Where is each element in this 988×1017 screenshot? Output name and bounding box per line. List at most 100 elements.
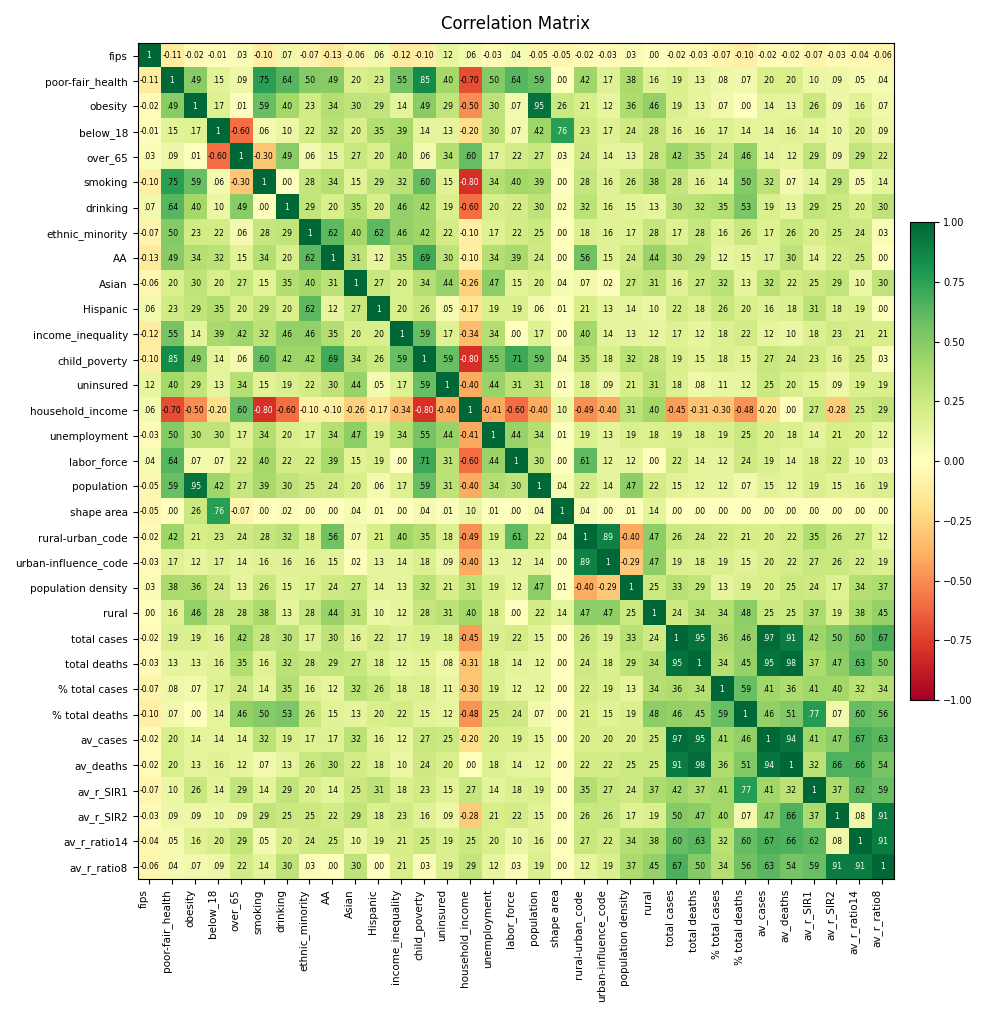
Text: .31: .31 (647, 380, 659, 390)
Text: .18: .18 (693, 431, 704, 440)
Text: .12: .12 (372, 254, 384, 262)
Text: .25: .25 (784, 609, 796, 617)
Text: .14: .14 (533, 558, 544, 567)
Text: .19: .19 (578, 431, 591, 440)
Text: .11: .11 (441, 684, 453, 694)
Text: .15: .15 (326, 153, 338, 162)
Text: .25: .25 (739, 431, 751, 440)
Text: -0.60: -0.60 (506, 406, 526, 415)
Text: .16: .16 (189, 837, 201, 846)
Text: .19: .19 (441, 837, 453, 846)
Text: .00: .00 (555, 761, 567, 770)
Text: .20: .20 (350, 330, 362, 339)
Text: .13: .13 (235, 584, 247, 592)
Text: .20: .20 (372, 203, 384, 213)
Text: .77: .77 (807, 710, 820, 719)
Text: .32: .32 (281, 533, 292, 542)
Text: .16: .16 (211, 761, 224, 770)
Text: .32: .32 (807, 761, 819, 770)
Text: .19: .19 (716, 431, 728, 440)
Text: .16: .16 (831, 355, 843, 364)
Text: 1: 1 (674, 634, 679, 643)
Text: .46: .46 (303, 330, 315, 339)
Text: .30: .30 (510, 482, 522, 491)
Text: .13: .13 (166, 659, 178, 668)
Text: .28: .28 (258, 533, 270, 542)
Text: .19: .19 (624, 710, 636, 719)
Text: .12: .12 (784, 153, 796, 162)
Text: .17: .17 (831, 584, 843, 592)
Text: .91: .91 (876, 812, 888, 821)
Text: .20: .20 (854, 203, 865, 213)
Text: .16: .16 (258, 558, 270, 567)
Text: -0.26: -0.26 (460, 280, 479, 288)
Text: .71: .71 (510, 355, 522, 364)
Text: .42: .42 (533, 127, 544, 136)
Text: .34: .34 (349, 355, 362, 364)
Text: .28: .28 (418, 609, 430, 617)
Text: .14: .14 (739, 127, 751, 136)
Text: .21: .21 (487, 812, 499, 821)
Text: .32: .32 (716, 280, 728, 288)
Text: .29: .29 (281, 786, 292, 795)
Text: .42: .42 (670, 153, 682, 162)
Text: -0.07: -0.07 (231, 507, 251, 517)
Text: -0.80: -0.80 (460, 178, 479, 187)
Text: .17: .17 (670, 229, 682, 238)
Text: .19: .19 (189, 634, 201, 643)
Text: .62: .62 (854, 786, 865, 795)
Text: .24: .24 (854, 229, 865, 238)
Text: .54: .54 (876, 761, 888, 770)
Text: .66: .66 (830, 761, 843, 770)
Text: 1: 1 (238, 153, 243, 162)
Text: .64: .64 (510, 76, 522, 85)
Text: .21: .21 (876, 330, 888, 339)
Text: .20: .20 (166, 735, 178, 744)
Text: .22: .22 (602, 837, 614, 846)
Text: .17: .17 (533, 330, 544, 339)
Text: .30: .30 (326, 380, 339, 390)
Text: .15: .15 (418, 710, 430, 719)
Text: .20: .20 (762, 76, 774, 85)
Text: .16: .16 (533, 837, 544, 846)
Text: .27: .27 (235, 280, 247, 288)
Text: .29: .29 (303, 203, 315, 213)
Text: 1: 1 (193, 102, 198, 111)
Text: .19: .19 (854, 380, 865, 390)
Text: .37: .37 (807, 659, 820, 668)
Text: .06: .06 (211, 178, 224, 187)
Text: .12: .12 (739, 380, 751, 390)
Text: .20: .20 (235, 304, 247, 313)
Text: .11: .11 (716, 380, 728, 390)
Text: .29: .29 (831, 280, 843, 288)
Text: .45: .45 (739, 659, 751, 668)
Text: -0.30: -0.30 (460, 684, 480, 694)
Text: .20: .20 (166, 280, 178, 288)
Text: .08: .08 (831, 837, 843, 846)
Text: .25: .25 (441, 735, 453, 744)
Text: .14: .14 (258, 862, 270, 872)
Text: .71: .71 (418, 457, 430, 466)
Text: .25: .25 (647, 761, 659, 770)
Text: .15: .15 (624, 203, 636, 213)
Text: .21: .21 (624, 380, 636, 390)
Text: .23: .23 (303, 102, 315, 111)
Text: 1: 1 (697, 659, 701, 668)
Text: .15: .15 (533, 634, 544, 643)
Text: .29: .29 (258, 304, 270, 313)
Text: .47: .47 (693, 812, 705, 821)
Text: .18: .18 (487, 609, 499, 617)
Text: -0.11: -0.11 (139, 76, 159, 85)
Text: .19: .19 (876, 482, 888, 491)
Text: .34: .34 (624, 837, 636, 846)
Text: .29: .29 (189, 304, 201, 313)
Text: .00: .00 (762, 507, 774, 517)
Text: .15: .15 (326, 558, 338, 567)
Text: .19: .19 (418, 634, 430, 643)
Text: .16: .16 (211, 634, 224, 643)
Text: .18: .18 (578, 380, 591, 390)
Text: .46: .46 (234, 710, 247, 719)
Text: .00: .00 (739, 507, 751, 517)
Text: .59: .59 (418, 380, 430, 390)
Text: .30: .30 (189, 431, 201, 440)
